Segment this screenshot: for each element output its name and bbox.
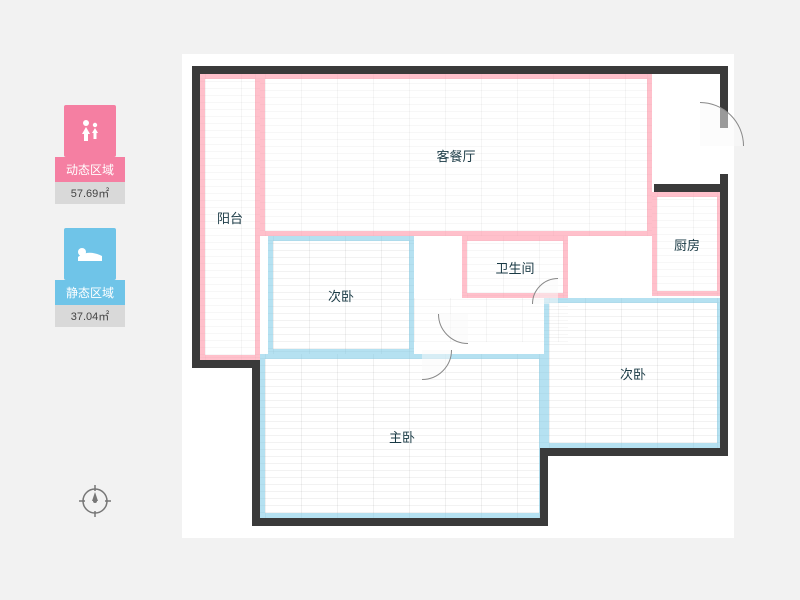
room-label-bed2b: 次卧	[620, 364, 646, 383]
wall-seg-4	[192, 360, 260, 368]
sleep-svg	[74, 243, 106, 265]
room-living: 客餐厅	[260, 74, 652, 236]
compass-icon	[78, 484, 112, 518]
floorplan-stage: 阳台 客餐厅厨房卫生间次卧主卧 次卧	[182, 54, 734, 538]
room-bed2b: 次卧	[544, 298, 722, 448]
room-label-balcony: 阳台	[217, 208, 243, 227]
sleep-icon	[64, 228, 116, 280]
room-label-bathroom: 卫生间	[495, 258, 534, 277]
legend-panel: 动态区域 57.69㎡ 静态区域 37.04㎡	[55, 105, 125, 351]
wall-seg-6	[252, 518, 548, 526]
room-label-kitchen: 厨房	[674, 235, 700, 254]
room-bed2a: 次卧	[268, 236, 414, 354]
room-label-living: 客餐厅	[436, 146, 475, 165]
legend-dynamic-value: 57.69㎡	[55, 182, 125, 204]
legend-dynamic-title: 动态区域	[55, 157, 125, 182]
wall-seg-8	[540, 448, 728, 456]
wall-seg-0	[192, 66, 728, 74]
legend-static-value: 37.04㎡	[55, 305, 125, 327]
wall-seg-5	[252, 360, 260, 526]
room-label-master: 主卧	[389, 427, 415, 446]
wall-seg-7	[540, 448, 548, 526]
people-svg	[75, 116, 105, 146]
wall-seg-3	[720, 174, 728, 454]
room-label-bed2a: 次卧	[328, 286, 354, 305]
room-kitchen: 厨房	[652, 192, 722, 296]
wall-seg-9	[654, 184, 726, 192]
door-arc-0	[656, 102, 744, 190]
room-balcony: 阳台	[200, 74, 260, 360]
legend-static-zone: 静态区域 37.04㎡	[55, 228, 125, 327]
people-icon	[64, 105, 116, 157]
legend-static-title: 静态区域	[55, 280, 125, 305]
room-master: 主卧	[260, 354, 544, 518]
wall-seg-1	[192, 66, 200, 368]
legend-dynamic-zone: 动态区域 57.69㎡	[55, 105, 125, 204]
